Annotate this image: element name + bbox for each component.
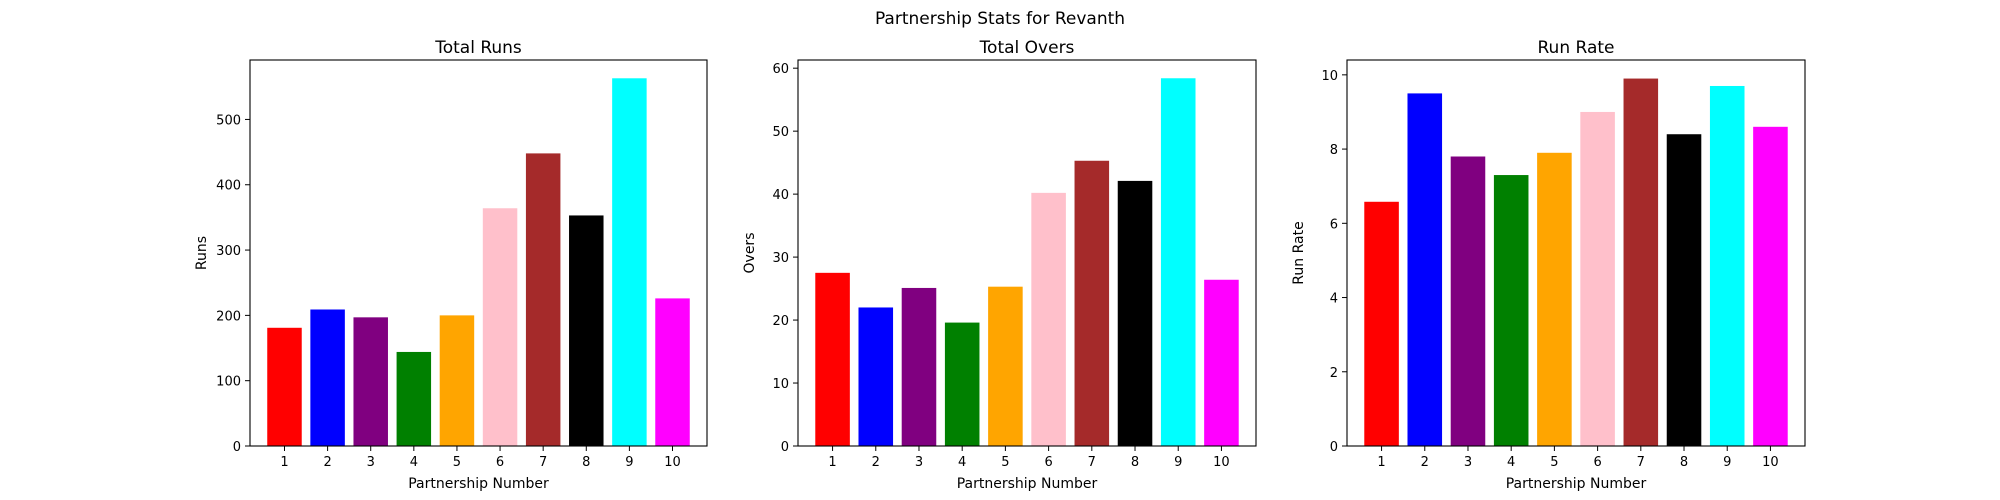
x-tick-label: 3 — [915, 455, 923, 470]
x-tick-label: 4 — [410, 455, 418, 470]
bar-total-runs-10 — [655, 298, 690, 446]
x-tick-label: 4 — [958, 455, 966, 470]
y-axis-label: Runs — [194, 236, 210, 270]
x-tick-label: 8 — [582, 455, 590, 470]
x-tick-label: 6 — [496, 455, 504, 470]
bar-total-runs-2 — [310, 309, 345, 446]
x-tick-label: 7 — [1088, 455, 1096, 470]
bar-total-runs-7 — [525, 153, 561, 446]
y-tick-label: 10 — [1321, 69, 1338, 84]
x-axis-label: Partnership Number — [408, 476, 549, 492]
x-tick-label: 3 — [367, 455, 375, 470]
bar-run-rate-9 — [1709, 85, 1745, 446]
y-tick-label: 60 — [772, 62, 789, 77]
bar-run-rate-7 — [1623, 78, 1659, 447]
y-tick-label: 20 — [772, 314, 789, 329]
y-tick-label: 400 — [216, 179, 241, 194]
bar-total-runs-9 — [612, 78, 647, 446]
y-tick-label: 6 — [1330, 217, 1338, 232]
y-tick-label: 0 — [233, 440, 241, 455]
bar-total-overs-3 — [901, 287, 937, 446]
x-tick-label: 1 — [828, 455, 836, 470]
bar-total-runs-4 — [396, 351, 432, 446]
bar-run-rate-10 — [1753, 126, 1788, 447]
y-tick-label: 0 — [1330, 440, 1338, 455]
y-tick-label: 300 — [216, 244, 241, 259]
chart-title-total-runs: Total Runs — [434, 38, 522, 58]
y-tick-label: 200 — [216, 309, 241, 324]
y-tick-label: 0 — [781, 440, 789, 455]
bar-total-overs-2 — [858, 307, 894, 446]
x-tick-label: 10 — [1213, 455, 1230, 470]
bar-run-rate-6 — [1580, 111, 1615, 446]
chart-title-run-rate: Run Rate — [1538, 38, 1615, 58]
y-tick-label: 500 — [216, 113, 241, 128]
x-tick-label: 9 — [1174, 455, 1182, 470]
x-tick-label: 10 — [664, 455, 681, 470]
axes-frame — [249, 59, 708, 447]
bar-total-runs-8 — [569, 215, 604, 446]
x-tick-label: 2 — [323, 455, 331, 470]
x-tick-label: 6 — [1044, 455, 1052, 470]
x-tick-label: 4 — [1507, 455, 1515, 470]
y-tick-label: 10 — [772, 377, 789, 392]
bar-total-overs-5 — [988, 286, 1023, 446]
bar-total-overs-1 — [815, 272, 850, 446]
x-axis-label: Partnership Number — [957, 476, 1098, 492]
bar-run-rate-2 — [1407, 93, 1443, 447]
x-tick-label: 8 — [1680, 455, 1688, 470]
bar-run-rate-8 — [1666, 134, 1702, 446]
x-tick-label: 1 — [280, 455, 288, 470]
x-tick-label: 8 — [1131, 455, 1139, 470]
bar-total-overs-4 — [944, 322, 980, 446]
y-tick-label: 100 — [216, 375, 241, 390]
chart-title-total-overs: Total Overs — [979, 38, 1075, 58]
x-tick-label: 7 — [1637, 455, 1645, 470]
y-tick-label: 50 — [772, 125, 789, 140]
chart-run-rate: Run Rate 1 2 3 4 5 6 7 8 9 10 0 2 4 6 8 10 Partnership Nu… — [1291, 38, 1806, 492]
x-tick-label: 10 — [1762, 455, 1779, 470]
x-tick-label: 2 — [1421, 455, 1429, 470]
bar-total-overs-10 — [1204, 279, 1239, 446]
x-axis-label: Partnership Number — [1506, 476, 1647, 492]
bar-total-runs-1 — [267, 327, 302, 446]
y-axis-label: Run Rate — [1291, 221, 1307, 284]
y-tick-label: 2 — [1330, 366, 1338, 381]
x-tick-label: 5 — [1001, 455, 1009, 470]
x-tick-label: 9 — [625, 455, 633, 470]
bar-total-overs-7 — [1074, 160, 1110, 446]
bar-run-rate-4 — [1493, 175, 1529, 447]
y-tick-label: 40 — [772, 188, 789, 203]
x-tick-label: 9 — [1723, 455, 1731, 470]
axes-frame — [1346, 59, 1806, 447]
bar-run-rate-3 — [1450, 156, 1486, 446]
bar-total-overs-6 — [1031, 192, 1066, 446]
x-tick-label: 1 — [1377, 455, 1385, 470]
axes-frame — [797, 59, 1257, 447]
bar-total-overs-9 — [1160, 78, 1196, 446]
bar-run-rate-5 — [1537, 152, 1572, 447]
figure-title: Partnership Stats for Revanth — [875, 9, 1125, 29]
y-axis-label: Overs — [742, 233, 758, 274]
bar-total-runs-6 — [482, 208, 518, 446]
x-tick-label: 2 — [872, 455, 880, 470]
bar-total-runs-5 — [439, 315, 475, 446]
x-tick-label: 5 — [1550, 455, 1558, 470]
y-tick-label: 30 — [772, 251, 789, 266]
y-tick-label: 4 — [1330, 292, 1338, 307]
x-tick-label: 3 — [1464, 455, 1472, 470]
chart-total-overs: Total Overs 1 2 3 4 5 6 7 8 9 10 0 10 20 30 40 50 60 Partn… — [742, 38, 1257, 492]
x-tick-label: 6 — [1593, 455, 1601, 470]
x-tick-label: 7 — [539, 455, 547, 470]
bar-total-overs-8 — [1117, 180, 1153, 446]
y-tick-label: 8 — [1330, 143, 1338, 158]
x-tick-label: 5 — [453, 455, 461, 470]
bar-run-rate-1 — [1364, 201, 1399, 446]
bar-total-runs-3 — [353, 317, 388, 446]
